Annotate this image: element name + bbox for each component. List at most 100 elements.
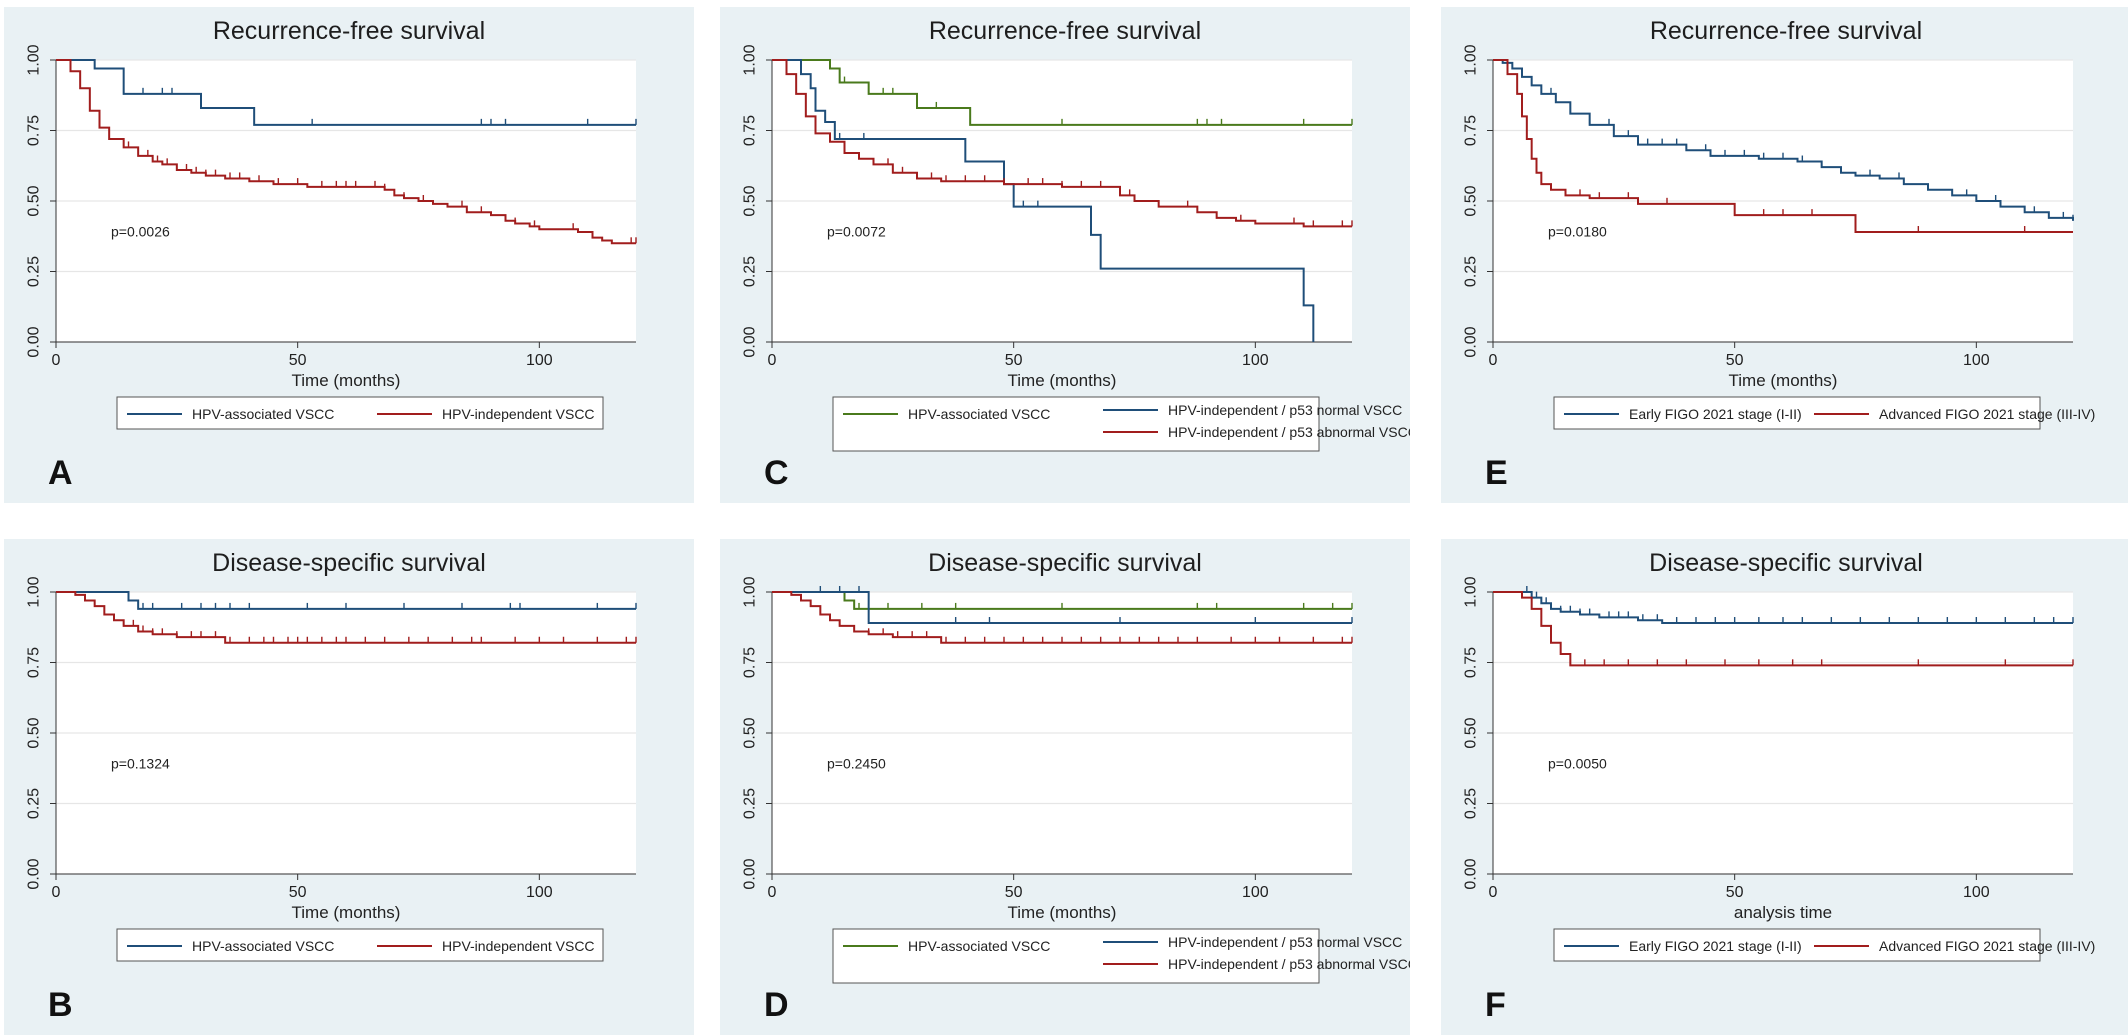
legend-label: HPV-independent VSCC	[442, 406, 595, 422]
y-tick-label: 0.00	[26, 858, 43, 889]
series-line	[1493, 59, 2073, 234]
x-tick-label: 0	[1489, 352, 1498, 369]
chart-title: Disease-specific survival	[928, 549, 1202, 577]
y-tick-label: 0.75	[1463, 115, 1480, 146]
p-value: p=0.0072	[827, 223, 886, 239]
y-tick-label: 1.00	[1463, 44, 1480, 75]
series-line	[772, 59, 1352, 126]
p-value: p=0.0050	[1548, 755, 1607, 771]
x-tick-label: 50	[1005, 884, 1023, 901]
p-value: p=0.0180	[1548, 223, 1607, 239]
p-value: p=0.1324	[111, 755, 170, 771]
x-tick-label: 0	[52, 884, 61, 901]
x-tick-label: 0	[1489, 884, 1498, 901]
y-tick-label: 0.25	[26, 788, 43, 819]
legend-box	[832, 928, 1320, 984]
y-tick-label: 1.00	[742, 576, 759, 607]
chart-title: Disease-specific survival	[1649, 549, 1923, 577]
legend-label: HPV-associated VSCC	[192, 406, 334, 422]
panel-letter: C	[764, 454, 789, 492]
x-tick-label: 100	[1242, 884, 1269, 901]
y-tick-label: 0.25	[1463, 256, 1480, 287]
x-tick-label: 100	[526, 884, 553, 901]
y-tick-label: 1.00	[26, 44, 43, 75]
chart-svg: Recurrence-free survival 0.00 0.25 0.50 0.75…	[26, 17, 637, 492]
y-tick-label: 0.00	[742, 326, 759, 357]
x-tick-label: 100	[1963, 352, 1990, 369]
panel-letter: F	[1485, 986, 1506, 1024]
x-tick-label: 50	[1005, 352, 1023, 369]
y-tick-label: 0.00	[1463, 858, 1480, 889]
y-tick-label: 0.50	[26, 717, 43, 748]
y-tick-label: 0.50	[26, 185, 43, 216]
legend-label: HPV-associated VSCC	[192, 938, 334, 954]
x-tick-label: 100	[526, 352, 553, 369]
legend-label: HPV-independent / p53 abnormal VSCC	[1168, 424, 1410, 440]
x-axis-label: analysis time	[1734, 903, 1832, 922]
panel-b: Disease-specific survival 0.00 0.25 0.50 0.7…	[4, 539, 694, 1035]
x-tick-label: 50	[1726, 352, 1744, 369]
panel-letter: B	[48, 986, 73, 1024]
x-axis-label: Time (months)	[292, 371, 401, 390]
y-tick-label: 0.00	[742, 858, 759, 889]
x-tick-label: 50	[289, 884, 307, 901]
chart-svg: Recurrence-free survival 0.00 0.25 0.50 0.75…	[742, 17, 1411, 492]
y-tick-label: 0.50	[742, 717, 759, 748]
x-axis-label: Time (months)	[1729, 371, 1838, 390]
series-line	[1493, 591, 2073, 667]
y-tick-label: 1.00	[26, 576, 43, 607]
legend-label: HPV-associated VSCC	[908, 938, 1050, 954]
y-tick-label: 0.25	[742, 256, 759, 287]
x-tick-label: 100	[1242, 352, 1269, 369]
y-tick-label: 0.25	[742, 788, 759, 819]
y-tick-label: 0.75	[1463, 647, 1480, 678]
x-tick-label: 100	[1963, 884, 1990, 901]
x-tick-label: 50	[289, 352, 307, 369]
chart-svg: Disease-specific survival 0.00 0.25 0.50 0.7…	[26, 549, 637, 1024]
chart-title: Recurrence-free survival	[929, 17, 1201, 45]
legend-label: Early FIGO 2021 stage (I-II)	[1629, 406, 1802, 422]
legend-box	[116, 928, 604, 962]
legend-label: HPV-independent / p53 normal VSCC	[1168, 402, 1402, 418]
panel-e: Recurrence-free survival 0.00 0.25 0.50 0.75…	[1441, 7, 2128, 503]
p-value: p=0.2450	[827, 755, 886, 771]
y-tick-label: 0.75	[26, 647, 43, 678]
series-line	[1493, 59, 2074, 221]
x-axis-label: Time (months)	[1008, 371, 1117, 390]
legend-box	[832, 396, 1320, 452]
x-tick-label: 0	[768, 352, 777, 369]
legend-label: HPV-associated VSCC	[908, 406, 1050, 422]
y-tick-label: 0.50	[1463, 185, 1480, 216]
x-tick-label: 0	[768, 884, 777, 901]
x-axis-label: Time (months)	[292, 903, 401, 922]
legend-box	[116, 396, 604, 430]
chart-svg: Disease-specific survival 0.00 0.25 0.50 0.7…	[1463, 549, 2096, 1024]
y-tick-label: 0.50	[742, 185, 759, 216]
y-tick-label: 1.00	[1463, 576, 1480, 607]
legend-label: HPV-independent / p53 abnormal VSCC	[1168, 956, 1410, 972]
legend-label: HPV-independent VSCC	[442, 938, 595, 954]
series-line	[772, 59, 1315, 342]
x-tick-label: 50	[1726, 884, 1744, 901]
panel-f: Disease-specific survival 0.00 0.25 0.50 0.7…	[1441, 539, 2128, 1035]
legend-box	[1553, 396, 2041, 430]
panel-letter: D	[764, 986, 789, 1024]
series-line	[772, 591, 1352, 625]
panel-letter: A	[48, 454, 73, 492]
p-value: p=0.0026	[111, 223, 170, 239]
y-tick-label: 0.25	[26, 256, 43, 287]
legend-label: HPV-independent / p53 normal VSCC	[1168, 934, 1402, 950]
y-tick-label: 0.00	[26, 326, 43, 357]
x-axis-label: Time (months)	[1008, 903, 1117, 922]
series-line	[772, 59, 1352, 228]
panel-letter: E	[1485, 454, 1508, 492]
panel-c: Recurrence-free survival 0.00 0.25 0.50 0.75…	[720, 7, 1410, 503]
legend-label: Advanced FIGO 2021 stage (III-IV)	[1879, 406, 2095, 422]
chart-title: Recurrence-free survival	[213, 17, 485, 45]
y-tick-label: 0.75	[742, 647, 759, 678]
legend-box	[1553, 928, 2041, 962]
chart-svg: Recurrence-free survival 0.00 0.25 0.50 0.75…	[1463, 17, 2096, 492]
y-tick-label: 0.75	[742, 115, 759, 146]
chart-title: Disease-specific survival	[212, 549, 486, 577]
